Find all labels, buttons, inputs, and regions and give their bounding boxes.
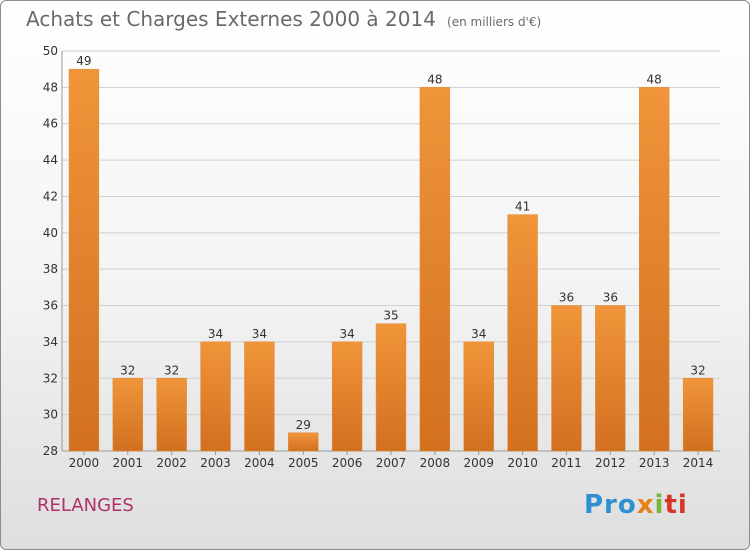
y-tick-label: 38 xyxy=(43,262,58,276)
bar-value-label: 34 xyxy=(208,327,223,341)
bar xyxy=(682,378,714,452)
bar xyxy=(463,341,494,452)
bar-value-label: 36 xyxy=(603,291,618,305)
x-tick-label: 2013 xyxy=(639,456,670,470)
bar xyxy=(331,341,363,452)
bar-value-label: 36 xyxy=(559,291,574,305)
bar-value-label: 34 xyxy=(339,327,354,341)
x-tick-label: 2006 xyxy=(332,456,363,470)
y-tick-label: 50 xyxy=(43,44,58,58)
x-tick-label: 2001 xyxy=(113,456,144,470)
bar xyxy=(595,305,626,452)
y-tick-label: 36 xyxy=(43,299,58,313)
x-tick-label: 2014 xyxy=(683,456,714,470)
bar xyxy=(639,87,670,452)
logo-part-4: ti xyxy=(664,490,688,520)
bars xyxy=(68,68,714,452)
y-tick-label: 32 xyxy=(43,371,58,385)
bar xyxy=(375,323,407,452)
logo-part-3: i xyxy=(654,490,665,520)
y-tick-label: 40 xyxy=(43,226,58,240)
bar-value-label: 34 xyxy=(471,327,486,341)
y-tick-label: 34 xyxy=(43,335,58,349)
proxiti-logo: Proxiti xyxy=(584,490,688,520)
y-tick-label: 46 xyxy=(43,117,58,131)
x-tick-label: 2004 xyxy=(244,456,275,470)
y-tick-label: 28 xyxy=(43,444,58,458)
x-tick-label: 2007 xyxy=(376,456,407,470)
logo-part-2: x xyxy=(636,490,655,520)
x-tick-label: 2011 xyxy=(551,456,582,470)
y-tick-label: 30 xyxy=(43,408,58,422)
bar-value-label: 32 xyxy=(690,363,705,377)
y-tick-label: 44 xyxy=(43,153,58,167)
bar xyxy=(507,214,538,452)
bar xyxy=(112,378,143,452)
bar-value-label: 32 xyxy=(164,363,179,377)
labels: 28 30 32 34 36 38 40 42 44 46 48 50 49 2000 32 2001 32 20… xyxy=(43,44,714,470)
x-tick-label: 2003 xyxy=(200,456,231,470)
bar xyxy=(200,341,231,452)
chart-title-unit: (en milliers d'€) xyxy=(447,15,542,29)
bar-value-label: 32 xyxy=(120,363,135,377)
bar xyxy=(68,68,100,452)
bar xyxy=(244,341,275,452)
bar-value-label: 49 xyxy=(76,54,91,68)
bar xyxy=(288,432,319,452)
x-tick-label: 2000 xyxy=(69,456,100,470)
bar xyxy=(551,305,582,452)
logo-part-1: Pro xyxy=(584,490,637,520)
x-tick-label: 2010 xyxy=(507,456,538,470)
bar-value-label: 48 xyxy=(427,72,442,86)
chart-title-main: Achats et Charges Externes 2000 à 2014 xyxy=(26,7,436,31)
x-tick-label: 2008 xyxy=(420,456,451,470)
x-tick-label: 2002 xyxy=(156,456,187,470)
bar-value-label: 48 xyxy=(647,72,662,86)
bar xyxy=(156,378,187,452)
y-tick-label: 42 xyxy=(43,189,58,203)
bar-value-label: 35 xyxy=(383,309,398,323)
x-tick-label: 2009 xyxy=(463,456,494,470)
y-tick-label: 48 xyxy=(43,80,58,94)
bar-value-label: 34 xyxy=(252,327,267,341)
chart-title: Achats et Charges Externes 2000 à 2014 (… xyxy=(26,7,541,31)
bar-value-label: 41 xyxy=(515,200,530,214)
bar xyxy=(419,87,451,452)
x-tick-label: 2012 xyxy=(595,456,626,470)
bar-value-label: 29 xyxy=(296,418,311,432)
x-tick-label: 2005 xyxy=(288,456,319,470)
commune-name: RELANGES xyxy=(37,495,134,516)
